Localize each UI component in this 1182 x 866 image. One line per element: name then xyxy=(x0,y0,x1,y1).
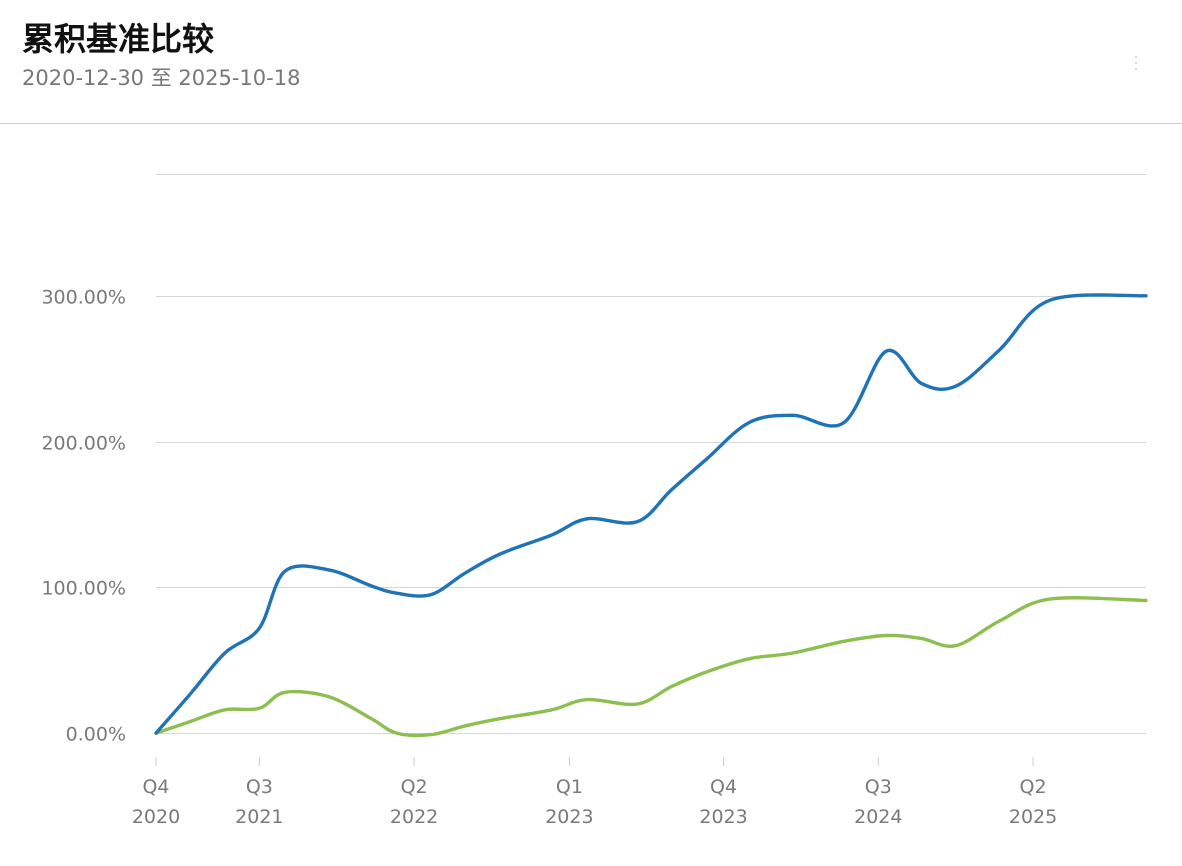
x-tick-year-label: 2023 xyxy=(699,806,747,828)
x-tick-year-label: 2023 xyxy=(545,806,593,828)
x-tick-year-label: 2025 xyxy=(1009,806,1057,828)
header-divider xyxy=(0,123,1182,124)
x-tick-label: Q1 xyxy=(556,776,583,798)
date-range-subtitle: 2020-12-30 至 2025-10-18 xyxy=(22,66,301,90)
series-line-blue xyxy=(154,293,1148,735)
x-tick-label: Q3 xyxy=(246,776,273,798)
x-tick-year-label: 2020 xyxy=(132,806,180,828)
x-tick-label: Q4 xyxy=(142,776,169,798)
x-tick-label: Q4 xyxy=(710,776,737,798)
chart-title: 累积基准比较 xyxy=(22,20,215,58)
x-tick-label: Q2 xyxy=(1020,776,1047,798)
series-line-green xyxy=(154,596,1148,738)
y-tick-label: 200.00% xyxy=(41,433,126,455)
x-tick-year-label: 2022 xyxy=(390,806,438,828)
y-tick-label: 0.00% xyxy=(66,724,126,746)
x-tick-year-label: 2024 xyxy=(854,806,902,828)
more-options-icon[interactable] xyxy=(1134,56,1138,74)
y-tick-label: 300.00% xyxy=(41,287,126,309)
x-tick-label: Q2 xyxy=(401,776,428,798)
x-tick-label: Q3 xyxy=(865,776,892,798)
x-tick-year-label: 2021 xyxy=(235,806,283,828)
y-tick-label: 100.00% xyxy=(41,578,126,600)
